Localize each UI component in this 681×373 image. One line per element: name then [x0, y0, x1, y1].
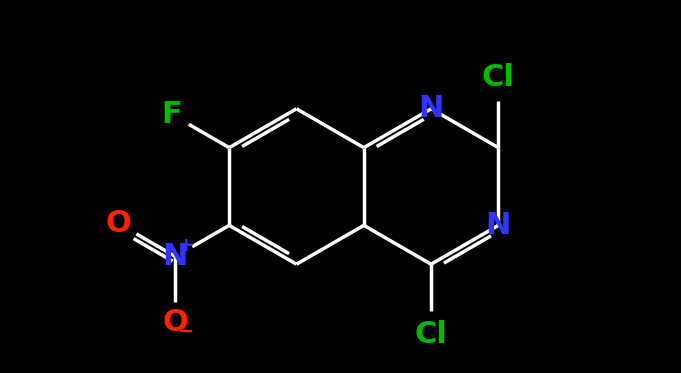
Text: Cl: Cl [482, 63, 515, 92]
Text: N: N [163, 242, 188, 271]
Text: O: O [163, 308, 189, 337]
Text: +: + [178, 236, 195, 255]
Text: O: O [106, 209, 131, 238]
Text: −: − [178, 322, 195, 341]
Text: N: N [486, 211, 511, 240]
Text: F: F [161, 100, 183, 129]
Text: Cl: Cl [415, 320, 447, 349]
Text: N: N [418, 94, 444, 123]
